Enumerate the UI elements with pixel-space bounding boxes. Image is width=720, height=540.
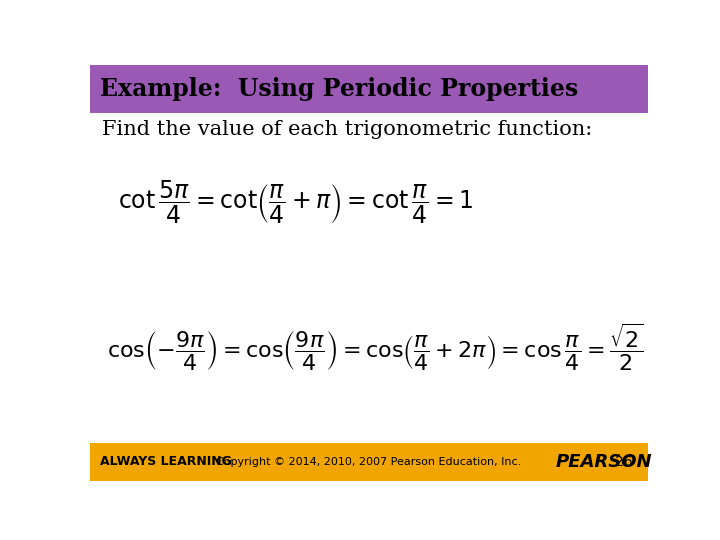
Text: Copyright © 2014, 2010, 2007 Pearson Education, Inc.: Copyright © 2014, 2010, 2007 Pearson Edu… <box>217 457 521 467</box>
Text: PEARSON: PEARSON <box>556 453 652 471</box>
FancyBboxPatch shape <box>90 443 648 481</box>
Text: Find the value of each trigonometric function:: Find the value of each trigonometric fun… <box>102 120 593 139</box>
Text: $\cot \dfrac{5\pi}{4} = \cot \!\left( \dfrac{\pi}{4} + \pi \right)= \cot \dfrac{: $\cot \dfrac{5\pi}{4} = \cot \!\left( \d… <box>118 178 474 226</box>
Text: Example:  Using Periodic Properties: Example: Using Periodic Properties <box>100 77 578 100</box>
Text: ALWAYS LEARNING: ALWAYS LEARNING <box>100 455 232 468</box>
FancyBboxPatch shape <box>90 65 648 113</box>
Text: 26: 26 <box>615 455 632 469</box>
Text: $\cos \!\left( -\dfrac{9\pi}{4} \right) = \cos \!\left( \dfrac{9\pi}{4} \right)=: $\cos \!\left( -\dfrac{9\pi}{4} \right) … <box>107 322 644 373</box>
